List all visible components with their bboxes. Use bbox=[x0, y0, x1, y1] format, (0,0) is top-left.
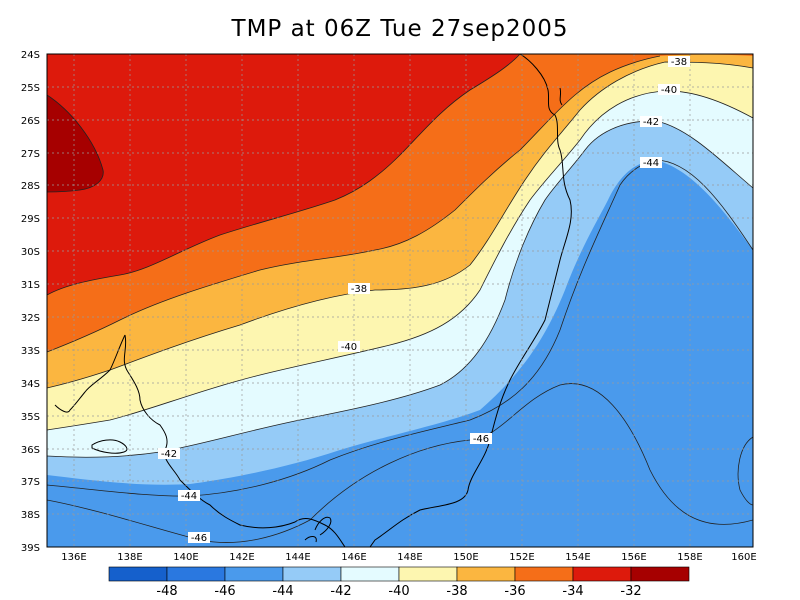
colorbar-label: -42 bbox=[330, 584, 351, 599]
colorbar-label: -40 bbox=[388, 584, 409, 599]
lon-label: 152E bbox=[509, 552, 534, 563]
colorbar-swatch bbox=[340, 566, 400, 582]
lat-label: 31S bbox=[21, 280, 40, 291]
lat-label: 39S bbox=[21, 543, 40, 554]
lon-label: 150E bbox=[453, 552, 478, 563]
lat-axis-labels: 24S 25S 26S 27S 28S 29S 30S 31S 32S 33S … bbox=[21, 50, 40, 554]
colorbar-label: -44 bbox=[272, 584, 293, 599]
lat-label: 32S bbox=[21, 313, 40, 324]
filled-contours: -38 -40 -42 -44 -38 -40 -42 -46 -44 -46 bbox=[47, 54, 753, 547]
lat-label: 36S bbox=[21, 445, 40, 456]
contour-label: -40 bbox=[341, 342, 357, 353]
colorbar-swatch bbox=[514, 566, 574, 582]
lon-label: 138E bbox=[117, 552, 142, 563]
lon-label: 158E bbox=[677, 552, 702, 563]
contour-label: -40 bbox=[661, 85, 677, 96]
contour-label-group: -38 -40 -42 -44 -38 -40 -42 -46 -44 -46 bbox=[158, 56, 690, 544]
colorbar-label: -34 bbox=[562, 584, 583, 599]
lat-label: 29S bbox=[21, 214, 40, 225]
colorbar-label: -32 bbox=[620, 584, 641, 599]
contour-label: -42 bbox=[161, 449, 177, 460]
colorbar-label: -36 bbox=[504, 584, 525, 599]
lon-label: 148E bbox=[397, 552, 422, 563]
contour-label: -42 bbox=[643, 117, 659, 128]
gridlines bbox=[47, 54, 753, 547]
contour-label: -38 bbox=[671, 57, 687, 68]
lat-label: 25S bbox=[21, 83, 40, 94]
lon-label: 142E bbox=[229, 552, 254, 563]
contour-label: -44 bbox=[643, 158, 659, 169]
lon-label: 156E bbox=[621, 552, 646, 563]
colorbar-swatch bbox=[282, 566, 342, 582]
band-minus-42-east bbox=[620, 153, 753, 250]
contour-label: -44 bbox=[181, 491, 197, 502]
band-above-minus-32 bbox=[47, 95, 104, 192]
lon-axis-labels: 136E 138E 140E 142E 144E 146E 148E 150E … bbox=[61, 552, 756, 563]
colorbar-label: -46 bbox=[214, 584, 235, 599]
coastlines bbox=[54, 54, 572, 547]
band-minus-44-region bbox=[47, 160, 753, 547]
lat-label: 30S bbox=[21, 247, 40, 258]
colorbar-label: -38 bbox=[446, 584, 467, 599]
lat-label: 38S bbox=[21, 510, 40, 521]
lon-label: 146E bbox=[341, 552, 366, 563]
colorbar-swatch bbox=[108, 566, 168, 582]
lat-label: 24S bbox=[21, 50, 40, 61]
plot-frame bbox=[46, 53, 754, 548]
lat-label: 35S bbox=[21, 412, 40, 423]
contour-label: -46 bbox=[191, 533, 207, 544]
lat-label: 33S bbox=[21, 346, 40, 357]
lon-label: 160E bbox=[731, 552, 756, 563]
lat-label: 34S bbox=[21, 379, 40, 390]
lon-label: 154E bbox=[565, 552, 590, 563]
colorbar-swatch bbox=[398, 566, 458, 582]
map-title: TMP at 06Z Tue 27sep2005 bbox=[231, 16, 569, 42]
lat-label: 28S bbox=[21, 181, 40, 192]
band-minus-32-to-30 bbox=[47, 54, 520, 295]
contour-label: -38 bbox=[351, 284, 367, 295]
colorbar-swatch bbox=[630, 566, 690, 582]
colorbar-swatch bbox=[572, 566, 632, 582]
lat-label: 27S bbox=[21, 149, 40, 160]
colorbar-label: -48 bbox=[156, 584, 177, 599]
colorbar-swatch bbox=[224, 566, 284, 582]
colorbar: -48 -46 -44 -42 -40 -38 -36 -34 -32 bbox=[108, 566, 690, 599]
lon-label: 144E bbox=[285, 552, 310, 563]
contour-label: -46 bbox=[473, 434, 489, 445]
lon-label: 140E bbox=[173, 552, 198, 563]
lon-label: 136E bbox=[61, 552, 86, 563]
lat-label: 37S bbox=[21, 477, 40, 488]
colorbar-swatch bbox=[166, 566, 226, 582]
colorbar-swatch bbox=[456, 566, 516, 582]
lat-label: 26S bbox=[21, 116, 40, 127]
